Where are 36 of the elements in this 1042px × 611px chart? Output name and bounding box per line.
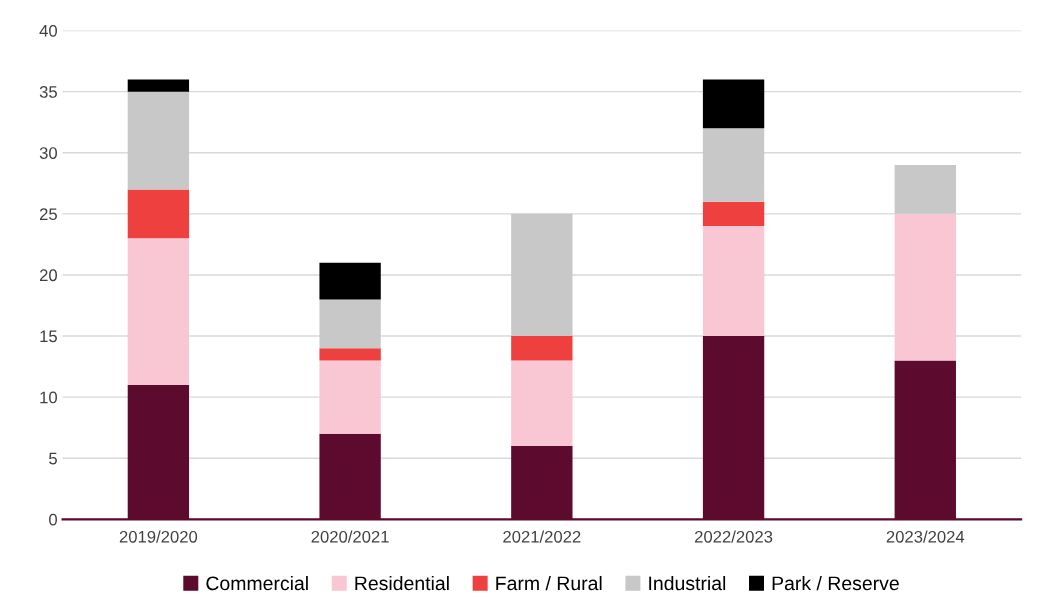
x-tick-label: 2023/2024	[886, 530, 965, 543]
legend-label: Industrial	[649, 575, 726, 591]
bar	[127, 189, 190, 239]
bar	[319, 262, 381, 300]
y-tick-label: 10	[40, 391, 58, 404]
legend-label: Farm / Rural	[496, 575, 602, 591]
legend-label: Residential	[355, 575, 449, 591]
bar	[319, 348, 381, 361]
legend-label: Park / Reserve	[772, 575, 899, 591]
bar	[511, 213, 573, 337]
y-tick-label: 15	[40, 330, 57, 343]
bar	[319, 360, 381, 434]
y-tick-label: 5	[49, 452, 57, 465]
y-tick-label: 0	[49, 513, 58, 526]
bar	[702, 226, 765, 337]
bar	[894, 213, 956, 361]
bar	[894, 164, 956, 214]
x-tick-label: 2022/2023	[695, 530, 773, 543]
legend-label: Commercial	[206, 575, 308, 591]
y-tick-label: 40	[39, 24, 58, 37]
bar	[702, 79, 765, 129]
y-tick-label: 35	[39, 86, 57, 98]
y-tick-label: 30	[39, 147, 58, 159]
bar	[127, 91, 190, 190]
x-tick-label: 2020/2021	[311, 530, 389, 543]
y-tick-label: 25	[39, 208, 57, 221]
bar	[127, 79, 190, 92]
bar	[702, 201, 765, 227]
y-tick-label: 20	[39, 269, 58, 282]
bar	[127, 238, 190, 385]
x-tick-label: 2021/2022	[503, 530, 581, 543]
x-tick-label: 2019/2020	[119, 530, 198, 543]
bar	[511, 360, 573, 447]
bar	[319, 299, 381, 349]
bar	[511, 336, 573, 361]
bar	[702, 128, 765, 202]
